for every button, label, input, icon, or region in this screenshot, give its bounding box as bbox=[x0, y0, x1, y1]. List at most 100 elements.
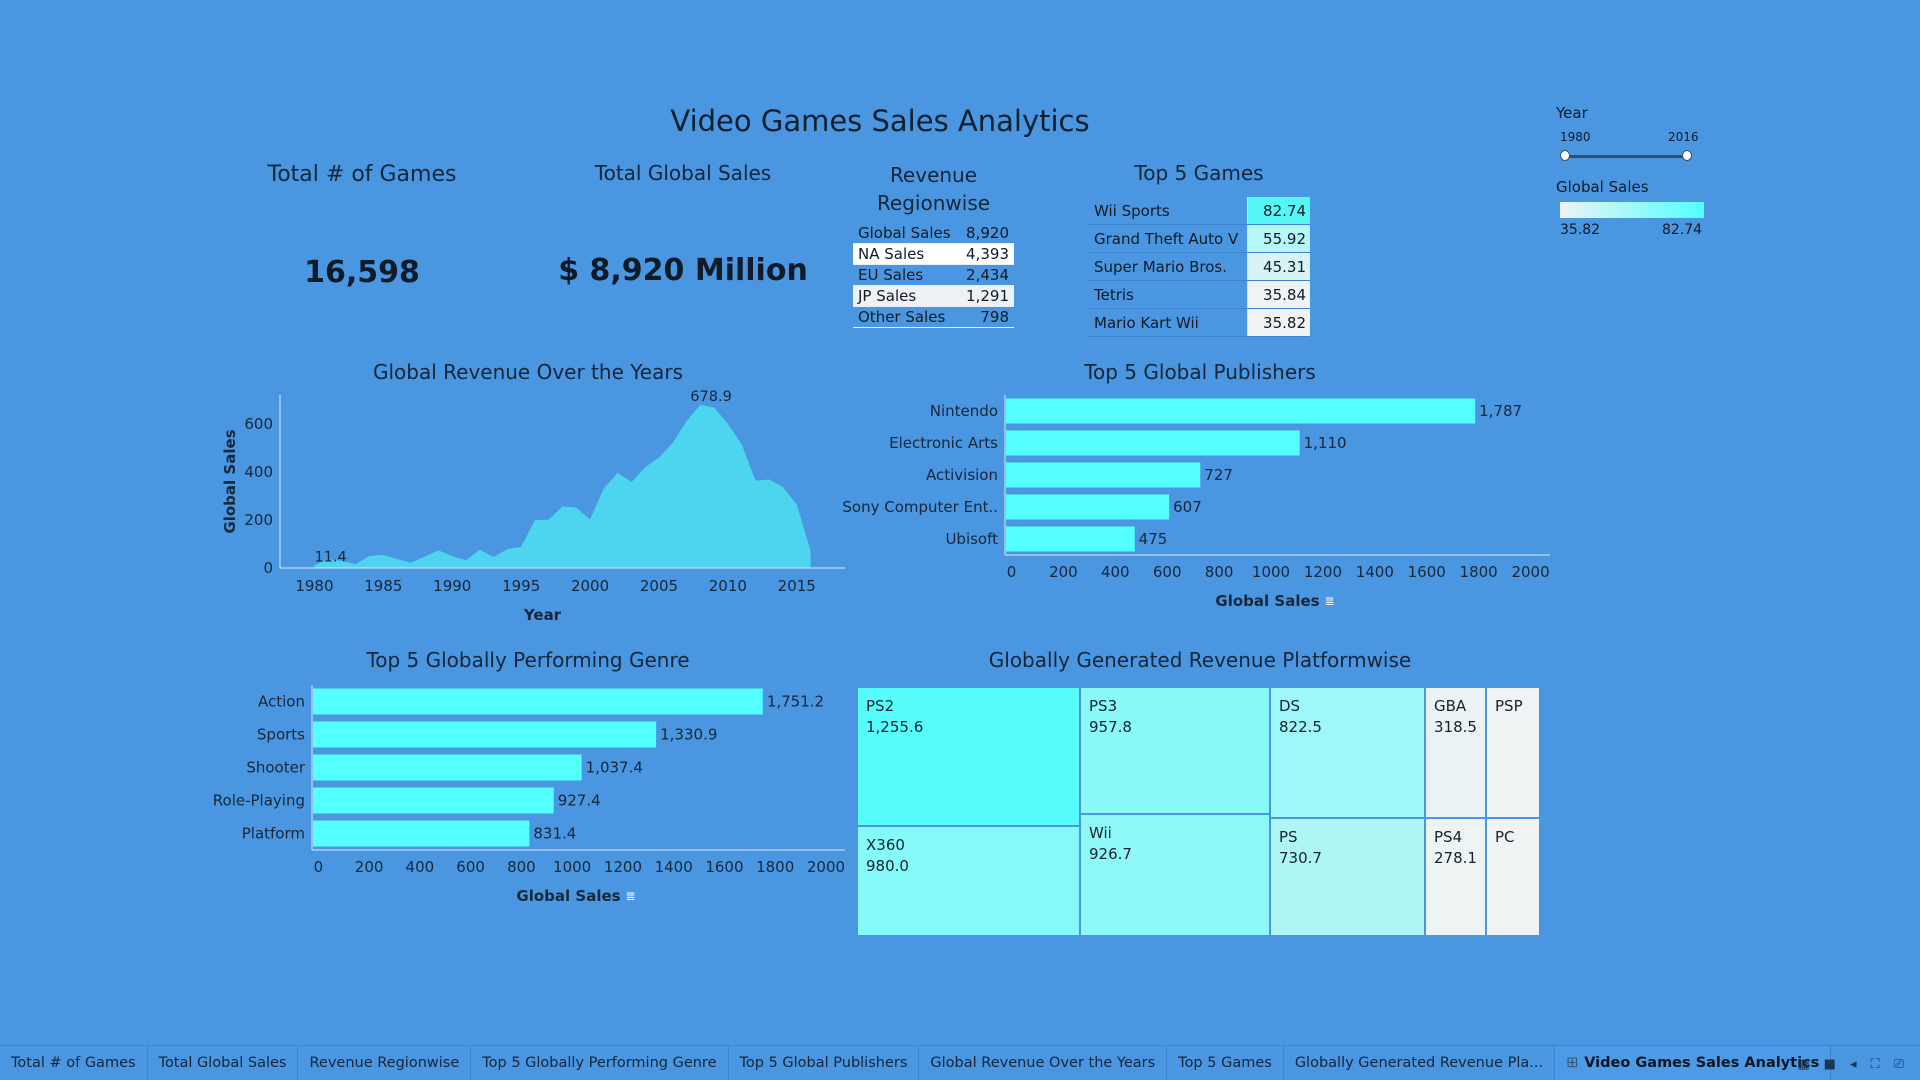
x-tick-label: 1990 bbox=[433, 577, 471, 595]
x-tick-label: 1600 bbox=[1408, 563, 1446, 581]
x-axis-title: Year bbox=[523, 606, 562, 624]
sheet-tab[interactable]: Revenue Regionwise bbox=[298, 1046, 472, 1080]
tile-name: PS3 bbox=[1089, 697, 1118, 715]
treemap-tile[interactable]: X360 980.0 bbox=[857, 826, 1080, 936]
region-label: NA Sales bbox=[858, 245, 925, 263]
top-game-row[interactable]: Grand Theft Auto V 55.92 bbox=[1088, 225, 1310, 253]
data-label: 678.9 bbox=[690, 389, 732, 405]
treemap-tile[interactable]: DS 822.5 bbox=[1270, 687, 1425, 818]
genre-bar-chart: Action 1,751.2 Sports 1,330.9 Shooter 1,037.4… bbox=[213, 685, 845, 905]
bar-value-label: 607 bbox=[1173, 498, 1202, 516]
top-games-table: Wii Sports 82.74 Grand Theft Auto V 55.92 Su… bbox=[1088, 197, 1310, 337]
bar-value-label: 1,787 bbox=[1479, 402, 1522, 420]
top-game-row[interactable]: Wii Sports 82.74 bbox=[1088, 197, 1310, 225]
x-tick-label: 600 bbox=[1153, 563, 1182, 581]
x-tick-label: 1200 bbox=[604, 858, 642, 876]
tile-value: 980.0 bbox=[866, 857, 909, 875]
sheet-tab[interactable]: Top 5 Global Publishers bbox=[729, 1046, 920, 1080]
top-game-row[interactable]: Super Mario Bros. 45.31 bbox=[1088, 253, 1310, 281]
platform-title: Globally Generated Revenue Platformwise bbox=[988, 648, 1412, 672]
top-game-value: 35.84 bbox=[1248, 281, 1310, 308]
legend-max: 82.74 bbox=[1662, 222, 1703, 238]
y-tick-label: 200 bbox=[244, 511, 273, 529]
region-row-jp[interactable]: JP Sales 1,291 bbox=[853, 286, 1014, 307]
data-label: 11.4 bbox=[314, 549, 346, 565]
single-view-icon[interactable]: ■ bbox=[1823, 1057, 1836, 1072]
tile-name: DS bbox=[1279, 697, 1301, 715]
sheet-tab[interactable]: Globally Generated Revenue Pla... bbox=[1284, 1046, 1556, 1080]
present-icon[interactable]: ⎚ bbox=[1893, 1057, 1904, 1072]
sort-icon: ≣ bbox=[626, 889, 636, 903]
treemap-tile[interactable]: PS 730.7 bbox=[1270, 818, 1425, 936]
year-slider-handle-max[interactable] bbox=[1682, 150, 1692, 161]
sort-icon: ≣ bbox=[1325, 594, 1335, 608]
x-tick-label: 1995 bbox=[502, 577, 540, 595]
sheet-tab-bar: Total # of Games Total Global Sales Revenu… bbox=[0, 1045, 1920, 1080]
category-label: Nintendo bbox=[930, 402, 998, 420]
x-tick-label: 1000 bbox=[1252, 563, 1290, 581]
x-tick-label: 1600 bbox=[705, 858, 743, 876]
sheet-tab-label: Video Games Sales Analytics bbox=[1584, 1055, 1820, 1071]
category-label: Electronic Arts bbox=[889, 434, 998, 452]
category-label: Role-Playing bbox=[213, 792, 305, 810]
tile-name: PS2 bbox=[866, 697, 895, 715]
top-games-title: Top 5 Games bbox=[1134, 161, 1264, 185]
region-title-line2: Regionwise bbox=[876, 191, 991, 215]
prev-arrow-icon[interactable]: ◂ bbox=[1849, 1057, 1857, 1072]
y-axis-title: Global Sales bbox=[221, 429, 239, 533]
y-tick-label: 600 bbox=[244, 415, 273, 433]
x-tick-label: 1985 bbox=[364, 577, 402, 595]
treemap-tile[interactable]: PC bbox=[1486, 818, 1540, 936]
tile-value: 278.1 bbox=[1434, 849, 1477, 867]
bar-value-label: 927.4 bbox=[558, 792, 601, 810]
x-tick-label: 2005 bbox=[640, 577, 678, 595]
total-games-value: 16,598 bbox=[304, 255, 420, 290]
sheet-tab[interactable]: Top 5 Globally Performing Genre bbox=[471, 1046, 729, 1080]
year-slider-handle-min[interactable] bbox=[1560, 150, 1570, 161]
region-row-eu[interactable]: EU Sales 2,434 bbox=[853, 265, 1014, 286]
publishers-bar-chart: Nintendo 1,787 Electronic Arts 1,110 Activis… bbox=[842, 395, 1550, 610]
view-controls: ▦ ■ ◂ ⛶ ⎚ bbox=[1797, 1057, 1904, 1072]
treemap-tile[interactable]: PS4 278.1 bbox=[1425, 818, 1486, 936]
region-value: 798 bbox=[980, 308, 1009, 326]
x-tick-label: 200 bbox=[1049, 563, 1078, 581]
x-tick-label: 1800 bbox=[756, 858, 794, 876]
treemap-tile[interactable]: PS3 957.8 bbox=[1080, 687, 1270, 814]
top-game-row[interactable]: Mario Kart Wii 35.82 bbox=[1088, 309, 1310, 337]
bar-value-label: 1,751.2 bbox=[767, 693, 824, 711]
bar bbox=[313, 754, 582, 781]
treemap-tile[interactable]: GBA 318.5 bbox=[1425, 687, 1486, 818]
category-label: Action bbox=[258, 693, 305, 711]
y-tick-label: 400 bbox=[244, 463, 273, 481]
sheet-tab[interactable]: Total Global Sales bbox=[148, 1046, 299, 1080]
treemap-tile[interactable]: Wii 926.7 bbox=[1080, 814, 1270, 936]
bar-value-label: 727 bbox=[1204, 466, 1233, 484]
tile-name: PS4 bbox=[1434, 828, 1463, 846]
category-label: Ubisoft bbox=[945, 530, 998, 548]
top-game-value: 35.82 bbox=[1248, 309, 1310, 336]
category-label: Shooter bbox=[246, 759, 305, 777]
tile-value: 822.5 bbox=[1279, 718, 1322, 736]
treemap-tile[interactable]: PSP bbox=[1486, 687, 1540, 818]
fullscreen-icon[interactable]: ⛶ bbox=[1870, 1057, 1880, 1072]
revenue-years-title: Global Revenue Over the Years bbox=[372, 360, 684, 384]
bar bbox=[1006, 494, 1170, 520]
year-slider-track[interactable] bbox=[1565, 155, 1687, 158]
region-row-other[interactable]: Other Sales 798 bbox=[853, 307, 1014, 328]
sheet-tab[interactable]: ⊞ Video Games Sales Analytics bbox=[1555, 1046, 1832, 1080]
treemap-tile[interactable]: PS2 1,255.6 bbox=[857, 687, 1080, 826]
grid-view-icon[interactable]: ▦ bbox=[1797, 1057, 1810, 1072]
sheet-tab[interactable]: Top 5 Games bbox=[1167, 1046, 1284, 1080]
bar-value-label: 831.4 bbox=[533, 825, 576, 843]
bar bbox=[1006, 526, 1135, 552]
region-title-line1: Revenue bbox=[889, 163, 978, 187]
top-game-row[interactable]: Tetris 35.84 bbox=[1088, 281, 1310, 309]
sheet-tab[interactable]: Global Revenue Over the Years bbox=[919, 1046, 1168, 1080]
x-tick-label: 1400 bbox=[655, 858, 693, 876]
tile-name: GBA bbox=[1434, 697, 1467, 715]
region-row-na[interactable]: NA Sales 4,393 bbox=[853, 244, 1014, 265]
region-row-global[interactable]: Global Sales 8,920 bbox=[853, 223, 1014, 244]
sheet-tab[interactable]: Total # of Games bbox=[0, 1046, 148, 1080]
category-label: Platform bbox=[242, 825, 305, 843]
x-tick-label: 2015 bbox=[778, 577, 816, 595]
